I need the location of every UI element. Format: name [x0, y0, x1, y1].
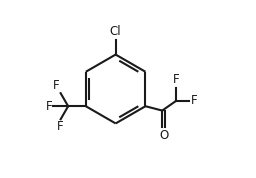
- Text: F: F: [53, 79, 60, 92]
- Text: O: O: [159, 129, 168, 142]
- Text: Cl: Cl: [110, 25, 121, 38]
- Text: F: F: [173, 73, 179, 86]
- Text: F: F: [57, 120, 63, 133]
- Text: F: F: [191, 95, 197, 108]
- Text: F: F: [46, 100, 52, 113]
